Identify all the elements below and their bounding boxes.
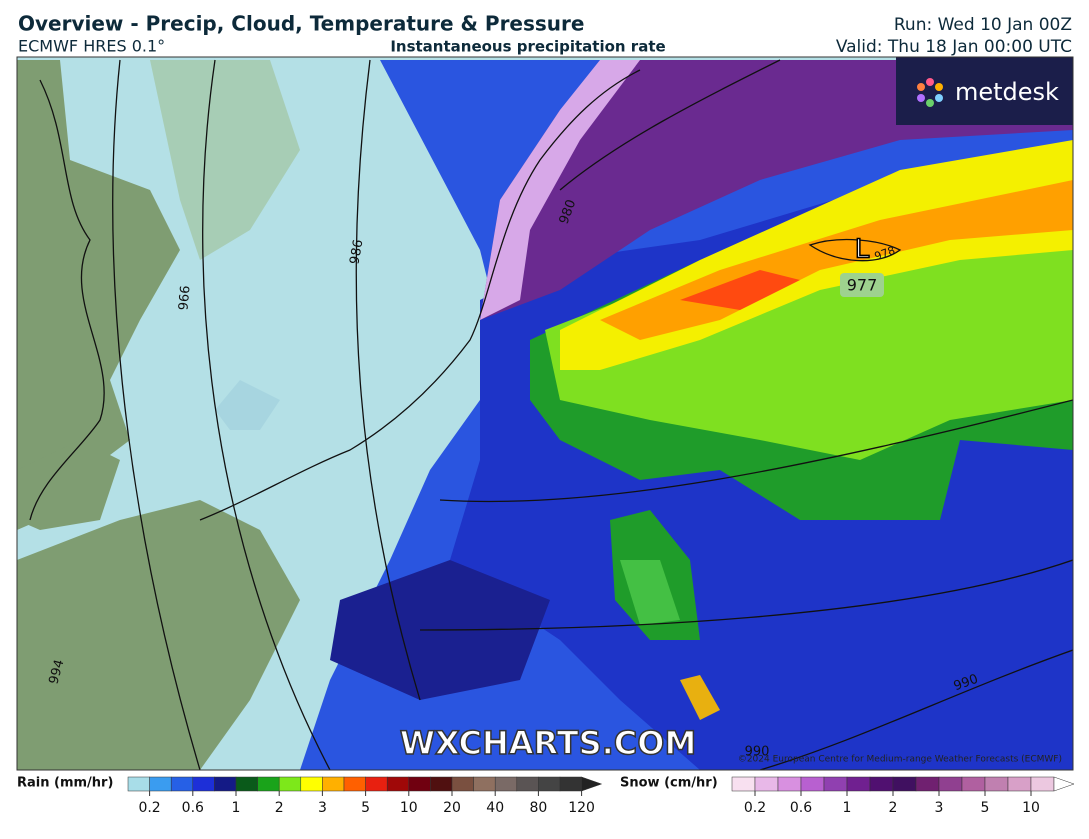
isobar-label: 994	[47, 658, 68, 686]
legend: 0.2 0.6 1 2 3 5 10 20 40 80 120 0.2 0.6 1 2 3 5 10	[127, 776, 1075, 816]
legend-swatch	[192, 776, 215, 792]
legend-swatch	[170, 776, 194, 792]
panel-title: Instantaneous precipitation rate	[390, 38, 665, 56]
title: Overview - Precip, Cloud, Temperature & …	[18, 12, 584, 36]
legend-swatch	[800, 776, 825, 792]
legend-swatch	[961, 776, 986, 792]
legend-swatch	[451, 776, 474, 792]
legend-swatch	[754, 776, 779, 792]
legend-tick-label: 2	[889, 800, 898, 816]
legend-swatch	[559, 776, 582, 792]
legend-swatch	[386, 776, 410, 792]
valid: Valid: Thu 18 Jan 00:00 UTC	[836, 37, 1072, 57]
legend-tick-label: 5	[981, 800, 990, 816]
legend-tick-label: 0.6	[790, 800, 812, 816]
legend-swatch	[430, 776, 453, 792]
legend-tick-label: 1	[843, 800, 852, 816]
logo: metdesk	[955, 78, 1059, 106]
legend-swatch	[365, 776, 388, 792]
legend-tick-label: 5	[361, 800, 370, 816]
legend-tick-label: 10	[400, 800, 418, 816]
run: Run: Wed 10 Jan 00Z	[894, 15, 1072, 35]
legend-tick-label: 3	[935, 800, 944, 816]
snow-legend-label: Snow (cm/hr)	[620, 776, 718, 791]
legend-swatch	[777, 776, 802, 792]
legend-tick-label: 40	[486, 800, 504, 816]
legend-swatch	[343, 776, 366, 792]
low-symbol: L	[855, 235, 870, 265]
legend-swatch	[300, 776, 323, 792]
legend-swatch	[408, 776, 431, 792]
legend-swatch	[984, 776, 1009, 792]
legend-swatch	[1007, 776, 1032, 792]
legend-swatch	[278, 776, 302, 792]
legend-swatch	[235, 776, 258, 792]
legend-tick-label: 0.2	[744, 800, 766, 816]
copyright: ©2024 European Centre for Medium-range W…	[738, 755, 1062, 765]
legend-swatch	[731, 776, 756, 792]
legend-tick-label: 20	[443, 800, 461, 816]
legend-tick-label: 2	[275, 800, 284, 816]
legend-swatch	[149, 776, 172, 792]
low-value: 977	[847, 276, 878, 295]
legend-swatch	[127, 776, 150, 792]
isobar-label: 990	[745, 745, 770, 760]
legend-tick-label: 0.6	[182, 800, 204, 816]
legend-swatch	[915, 776, 940, 792]
legend-tick-label: 3	[318, 800, 327, 816]
legend-swatch	[869, 776, 894, 792]
model: ECMWF HRES 0.1°	[18, 37, 165, 56]
legend-swatch	[473, 776, 496, 792]
watermark: WXCHARTS.COM	[400, 724, 697, 762]
isobar-label: 966	[176, 285, 193, 311]
legend-tick-label: 10	[1022, 800, 1040, 816]
map: metdesk L 977 986 980 966 994 990 990 97…	[17, 57, 1073, 770]
legend-swatch	[214, 776, 237, 792]
legend-swatch	[494, 776, 518, 792]
legend-tick-label: 80	[529, 800, 547, 816]
rain-legend-label: Rain (mm/hr)	[17, 776, 113, 791]
isobar-label: 986	[347, 238, 366, 265]
legend-swatch	[538, 776, 561, 792]
legend-swatch	[257, 776, 280, 792]
legend-swatch	[1030, 776, 1055, 792]
legend-arrow	[581, 776, 603, 792]
legend-swatch	[938, 776, 963, 792]
legend-tick-label: 1	[232, 800, 241, 816]
legend-swatch	[823, 776, 848, 792]
legend-tick-label: 120	[568, 800, 595, 816]
legend-swatch	[516, 776, 539, 792]
legend-swatch	[322, 776, 345, 792]
legend-swatch	[846, 776, 871, 792]
legend-arrow	[1053, 776, 1075, 792]
legend-tick-label: 0.2	[138, 800, 160, 816]
legend-swatch	[892, 776, 917, 792]
